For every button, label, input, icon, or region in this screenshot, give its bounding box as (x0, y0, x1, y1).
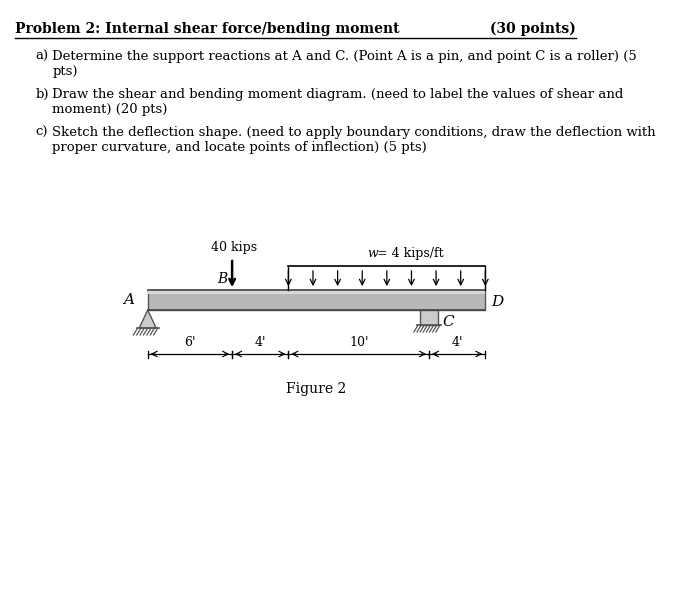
Text: B: B (217, 272, 227, 286)
Text: 40 kips: 40 kips (211, 241, 257, 254)
Text: A: A (123, 293, 134, 307)
Text: 6': 6' (184, 336, 196, 349)
Text: Problem 2: Internal shear force/bending moment: Problem 2: Internal shear force/bending … (15, 22, 400, 36)
Text: b): b) (36, 88, 49, 101)
Text: moment) (20 pts): moment) (20 pts) (52, 103, 168, 116)
Text: c): c) (36, 126, 48, 139)
Polygon shape (139, 310, 156, 328)
Polygon shape (420, 310, 438, 325)
Text: D: D (491, 295, 503, 309)
Polygon shape (148, 290, 485, 310)
Text: Draw the shear and bending moment diagram. (need to label the values of shear an: Draw the shear and bending moment diagra… (52, 88, 624, 101)
Text: Sketch the deflection shape. (need to apply boundary conditions, draw the deflec: Sketch the deflection shape. (need to ap… (52, 126, 656, 139)
Text: 10': 10' (349, 336, 368, 349)
Text: 4': 4' (255, 336, 266, 349)
Polygon shape (148, 290, 485, 294)
Text: 4': 4' (452, 336, 463, 349)
Text: pts): pts) (52, 65, 78, 78)
Text: a): a) (36, 50, 48, 63)
Text: Determine the support reactions at A and C. (Point A is a pin, and point C is a : Determine the support reactions at A and… (52, 50, 637, 63)
Text: w: w (368, 247, 378, 260)
Text: C: C (442, 315, 454, 329)
Text: (30 points): (30 points) (490, 22, 575, 36)
Text: Figure 2: Figure 2 (286, 382, 346, 396)
Text: proper curvature, and locate points of inflection) (5 pts): proper curvature, and locate points of i… (52, 141, 427, 154)
Text: = 4 kips/ft: = 4 kips/ft (372, 247, 443, 260)
